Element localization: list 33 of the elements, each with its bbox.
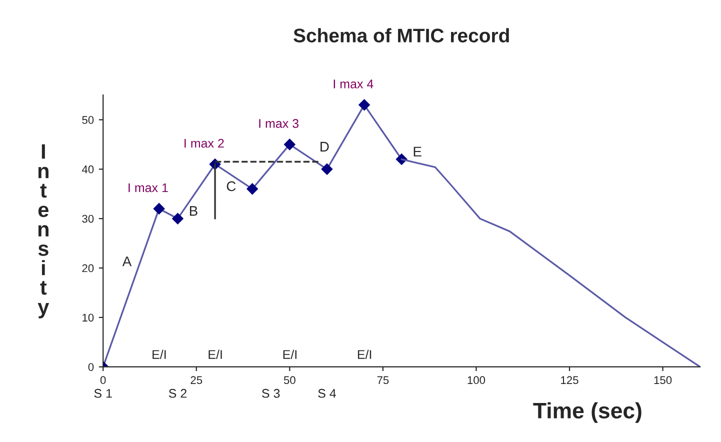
annotation: C: [226, 181, 236, 192]
annotation: I max 4: [334, 80, 374, 88]
annotation: E/I: [208, 350, 222, 359]
annotation: A: [122, 256, 132, 266]
text: S 4: [318, 388, 336, 398]
annotation: D: [320, 142, 329, 152]
y-tick-label: 10: [82, 314, 94, 322]
annotation: I max 1: [128, 183, 168, 192]
text: Intensity: [38, 144, 50, 318]
y-tick-label: 30: [82, 214, 94, 223]
x-tick-label: 75: [377, 376, 389, 384]
annotation: E/I: [152, 350, 166, 359]
x-tick-label: 150: [654, 376, 672, 384]
x-tick-label: 100: [468, 376, 486, 384]
annotation: B: [190, 206, 198, 216]
annotation: E/I: [358, 350, 372, 359]
x-tick-label: 50: [284, 376, 296, 384]
annotation: I max 2: [184, 138, 224, 148]
text: S 3: [262, 388, 280, 398]
y-tick-label: 40: [82, 165, 94, 174]
chart-title: Schema of MTIC record: [294, 28, 509, 42]
x-axis-title: Time (sec): [533, 402, 642, 423]
x-tick-label: 25: [190, 376, 202, 384]
y-tick-label: 20: [82, 264, 94, 272]
text: S 2: [168, 388, 186, 398]
annotation: E/I: [283, 350, 296, 359]
annotation: E: [414, 146, 422, 156]
y-tick-label: 0: [88, 363, 94, 371]
annotation: I max 3: [259, 119, 298, 128]
x-tick-label: 0: [100, 376, 106, 384]
y-tick-label: 50: [82, 116, 94, 124]
x-tick-label: 125: [561, 376, 578, 384]
text: S 1: [94, 388, 112, 398]
